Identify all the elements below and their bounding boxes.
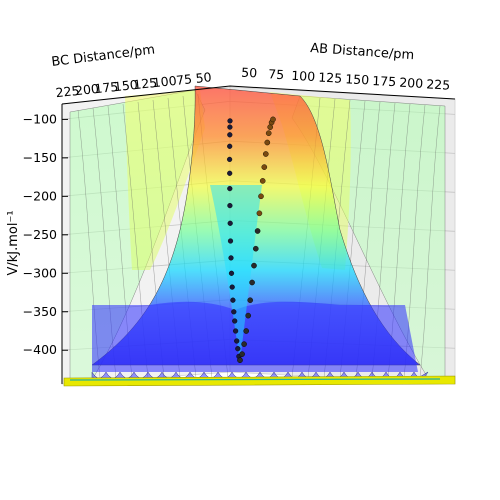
ab-tick-labels: 50 75 100 125 150 175 200 225 <box>241 65 451 93</box>
z-tick-label: −150 <box>23 150 57 165</box>
ab-tick-label: 50 <box>241 65 258 81</box>
z-tick-label: −300 <box>23 265 57 280</box>
ab-tick-label: 225 <box>426 76 451 92</box>
ab-tick-label: 100 <box>291 68 316 84</box>
trajectory-point <box>227 118 233 124</box>
top-axis-line <box>61 85 456 105</box>
trajectory-point <box>258 193 264 200</box>
contour-base-plate <box>63 375 456 387</box>
z-axis-label: V/kJ.mol⁻¹ <box>6 210 21 275</box>
trajectory-point <box>252 245 259 252</box>
trajectory-point <box>227 238 234 244</box>
trajectory-point <box>251 262 257 269</box>
trajectory-point <box>230 297 236 303</box>
trajectory-point <box>264 139 271 146</box>
trajectory-point <box>265 130 272 136</box>
left-yellow-band <box>125 90 205 270</box>
z-tick-label: −400 <box>23 342 57 357</box>
trajectory-point <box>228 270 235 276</box>
axis-lines <box>61 85 456 384</box>
trajectory-point <box>262 151 269 157</box>
central-valley <box>91 85 421 372</box>
trajectory-point <box>232 318 238 324</box>
trajectory-point <box>241 341 247 347</box>
ab-tick-label: 200 <box>399 75 424 91</box>
z-tick-label: −100 <box>23 111 57 126</box>
trajectory-point <box>267 124 274 130</box>
trajectory-point <box>228 255 234 261</box>
trajectory-point <box>227 170 233 176</box>
trajectory-point <box>235 346 241 352</box>
trajectory-point <box>247 297 253 304</box>
trajectory-point <box>249 279 255 286</box>
ab-tick-label: 175 <box>372 73 397 89</box>
bc-tick-label: 50 <box>195 69 212 86</box>
contour-base-line <box>69 378 441 381</box>
trajectory-point <box>227 132 233 138</box>
trajectory-point <box>245 312 251 319</box>
mesh-line <box>419 105 441 379</box>
trajectory-point <box>227 156 233 163</box>
trajectory-point <box>259 178 266 184</box>
z-tick-label: −250 <box>23 227 57 242</box>
trajectory-point <box>227 124 233 130</box>
trajectory-point <box>256 210 263 217</box>
bc-tick-label: 100 <box>152 73 177 90</box>
ab-axis-label: AB Distance/pm <box>310 41 415 63</box>
bc-tick-label: 200 <box>74 81 99 98</box>
trajectory-point <box>227 186 233 192</box>
trajectory-point <box>233 328 239 334</box>
bc-tick-label: 75 <box>175 71 192 88</box>
reaction-trajectory <box>227 116 276 364</box>
trajectory-point <box>231 309 237 315</box>
trajectory-point <box>243 328 249 334</box>
bc-tick-label: 125 <box>133 75 158 92</box>
trajectory-point <box>254 228 261 234</box>
ab-tick-label: 75 <box>268 66 285 82</box>
bc-tick-label: 225 <box>55 83 80 100</box>
blue-well-floor <box>92 301 418 372</box>
ab-tick-label: 150 <box>345 71 370 87</box>
trajectory-point <box>239 351 245 357</box>
bc-tick-label: 150 <box>113 77 138 94</box>
bc-tick-label: 175 <box>94 79 119 96</box>
cyan-channel <box>210 185 262 362</box>
contour-base <box>63 375 456 387</box>
trajectory-point <box>261 164 268 170</box>
z-tick-labels: −100 −150 −200 −250 −300 −350 −400 <box>23 111 68 357</box>
ab-tick-label: 125 <box>318 70 343 86</box>
trajectory-point <box>237 357 243 364</box>
z-tick-label: −200 <box>23 188 57 203</box>
trajectory-point <box>229 284 235 290</box>
trajectory-point <box>227 203 233 209</box>
trajectory-point <box>227 220 233 226</box>
bc-axis-label: BC Distance/pm <box>51 42 156 70</box>
trajectory-point <box>227 143 233 149</box>
trajectory-point <box>234 338 240 344</box>
z-tick-label: −350 <box>23 304 57 319</box>
trajectory-point <box>270 116 276 123</box>
